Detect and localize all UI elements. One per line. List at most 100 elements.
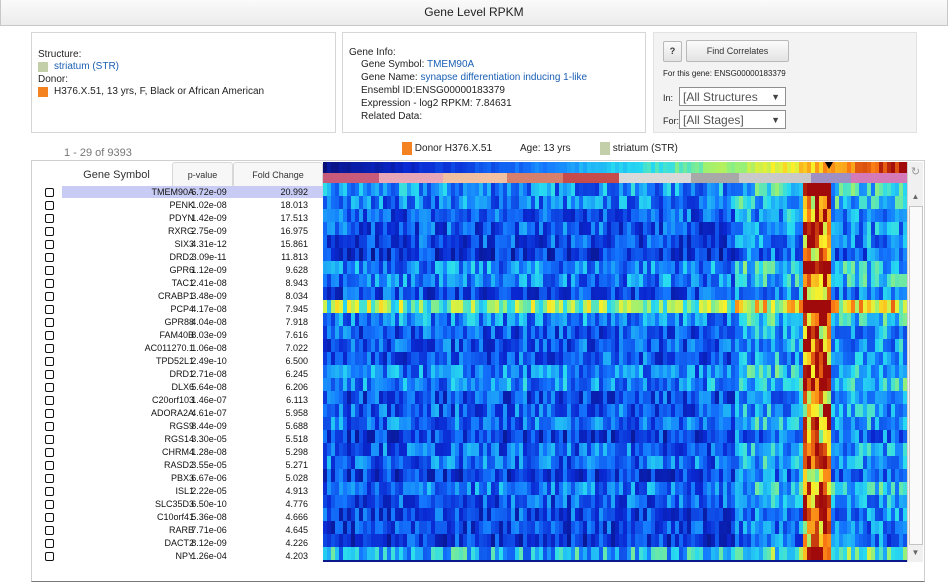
gene-symbol-cell[interactable]: ISL1 [175,486,194,496]
checkbox-icon[interactable] [45,422,54,431]
table-row[interactable]: C10orf41 5.36e-08 4.666 [32,511,323,523]
table-row[interactable]: RGS9 8.44e-09 5.688 [32,420,323,432]
checkbox-icon[interactable] [45,539,54,548]
table-row[interactable]: CHRM4 1.28e-08 5.298 [32,446,323,458]
checkbox-icon[interactable] [45,266,54,275]
table-row[interactable]: RXRG 2.75e-09 16.975 [32,225,323,237]
gene-symbol-link[interactable]: TMEM90A [426,59,475,70]
gene-symbol-cell[interactable]: CHRM4 [161,447,194,457]
gene-symbol-cell[interactable]: RGS9 [169,421,194,431]
gene-symbol-cell[interactable]: ADORA2A [150,408,194,418]
table-row[interactable]: TMEM90A 6.72e-09 20.992 [32,186,323,198]
checkbox-icon[interactable] [45,513,54,522]
table-row[interactable]: DRD1 2.71e-08 6.245 [32,368,323,380]
table-row[interactable]: TPD52L1 2.49e-10 6.500 [32,355,323,367]
checkbox-icon[interactable] [45,279,54,288]
gene-symbol-cell[interactable]: TAC1 [171,278,194,288]
stage-select[interactable]: [All Stages] ▼ [679,110,786,129]
checkbox-icon[interactable] [45,435,54,444]
scroll-down-icon[interactable]: ▼ [911,548,920,557]
table-scrollbar[interactable]: ↻ ▲ ▼ [907,162,923,562]
gene-symbol-cell[interactable]: GPR6 [169,265,194,275]
checkbox-icon[interactable] [45,331,54,340]
gene-symbol-cell[interactable]: RASD2 [163,460,194,470]
pvalue-header[interactable]: p-value [172,162,233,188]
gene-symbol-cell[interactable]: RARB [168,525,194,535]
table-row[interactable]: PENK 1.02e-08 18.013 [32,199,323,211]
table-row[interactable]: DACT2 8.12e-09 4.226 [32,537,323,549]
table-row[interactable]: RARB 7.71e-06 4.645 [32,524,323,536]
gene-symbol-cell[interactable]: AC011270.1 [144,343,194,353]
checkbox-icon[interactable] [45,526,54,535]
gene-symbol-cell[interactable]: SIX3 [174,239,194,249]
gene-symbol-cell[interactable]: PBX3 [170,473,194,483]
structure-select[interactable]: [All Structures ▼ [679,87,786,106]
gene-symbol-cell[interactable]: DRD1 [169,369,194,379]
gene-symbol-cell[interactable]: DLX6 [171,382,194,392]
gene-name-link[interactable]: synapse differentiation inducing 1-like [420,72,588,83]
structure-link[interactable]: striatum (STR) [54,61,119,72]
gene-symbol-cell[interactable]: FAM40B [159,330,194,340]
expression-heatmap[interactable] [323,183,907,562]
gene-symbol-cell[interactable]: RGS14 [164,434,194,444]
table-row[interactable]: NPY 1.26e-04 4.203 [32,550,323,562]
table-row[interactable]: GPR6 1.12e-09 9.628 [32,264,323,276]
find-correlates-button[interactable]: Find Correlates [686,40,789,62]
table-row[interactable]: AC011270.1 1.06e-08 7.022 [32,342,323,354]
table-row[interactable]: RASD2 3.55e-05 5.271 [32,459,323,471]
gene-symbol-cell[interactable]: DACT2 [164,538,194,548]
table-row[interactable]: DRD2 3.09e-11 11.813 [32,251,323,263]
checkbox-icon[interactable] [45,344,54,353]
checkbox-icon[interactable] [45,292,54,301]
checkbox-icon[interactable] [45,552,54,561]
checkbox-icon[interactable] [45,188,54,197]
checkbox-icon[interactable] [45,383,54,392]
table-row[interactable]: ADORA2A 4.61e-07 5.958 [32,407,323,419]
table-row[interactable]: PBX3 6.67e-06 5.028 [32,472,323,484]
table-row[interactable]: SLC35D3 6.50e-10 4.776 [32,498,323,510]
fold-change-header[interactable]: Fold Change [233,162,323,188]
gene-symbol-cell[interactable]: PENK [169,200,194,210]
table-row[interactable]: SIX3 4.31e-12 15.861 [32,238,323,250]
checkbox-icon[interactable] [45,474,54,483]
table-row[interactable]: PDYN 1.42e-09 17.513 [32,212,323,224]
help-button[interactable]: ? [663,41,682,62]
checkbox-icon[interactable] [45,201,54,210]
table-row[interactable]: PCP4 4.17e-08 7.945 [32,303,323,315]
gene-symbol-cell[interactable]: PDYN [168,213,194,223]
gene-symbol-cell[interactable]: DRD2 [169,252,194,262]
table-row[interactable]: DLX6 5.64e-08 6.206 [32,381,323,393]
checkbox-icon[interactable] [45,409,54,418]
gene-symbol-cell[interactable]: SLC35D3 [154,499,194,509]
table-row[interactable]: C20orf103 1.46e-07 6.113 [32,394,323,406]
checkbox-icon[interactable] [45,318,54,327]
checkbox-icon[interactable] [45,396,54,405]
checkbox-icon[interactable] [45,214,54,223]
table-row[interactable]: ISL1 2.22e-05 4.913 [32,485,323,497]
gene-symbol-cell[interactable]: RXRG [167,226,194,236]
checkbox-icon[interactable] [45,500,54,509]
gene-symbol-cell[interactable]: GPR88 [164,317,194,327]
checkbox-icon[interactable] [45,461,54,470]
checkbox-icon[interactable] [45,357,54,366]
gene-symbol-cell[interactable]: TPD52L1 [155,356,194,366]
scroll-up-icon[interactable]: ▲ [911,192,920,201]
table-row[interactable]: CRABP1 3.48e-09 8.034 [32,290,323,302]
table-row[interactable]: GPR88 4.04e-08 7.918 [32,316,323,328]
gene-symbol-header[interactable]: Gene Symbol [62,162,171,188]
checkbox-icon[interactable] [45,240,54,249]
checkbox-icon[interactable] [45,448,54,457]
checkbox-icon[interactable] [45,253,54,262]
table-row[interactable]: TAC1 2.41e-08 8.943 [32,277,323,289]
gene-symbol-cell[interactable]: NPY [175,551,194,561]
checkbox-icon[interactable] [45,487,54,496]
gene-symbol-cell[interactable]: PCP4 [170,304,194,314]
scroll-thumb[interactable] [909,206,923,545]
gene-symbol-cell[interactable]: TMEM90A [151,187,194,197]
table-row[interactable]: RGS14 3.30e-05 5.518 [32,433,323,445]
checkbox-icon[interactable] [45,227,54,236]
gene-symbol-cell[interactable]: C20orf103 [151,395,194,405]
checkbox-icon[interactable] [45,305,54,314]
checkbox-icon[interactable] [45,370,54,379]
table-row[interactable]: FAM40B 8.03e-09 7.616 [32,329,323,341]
